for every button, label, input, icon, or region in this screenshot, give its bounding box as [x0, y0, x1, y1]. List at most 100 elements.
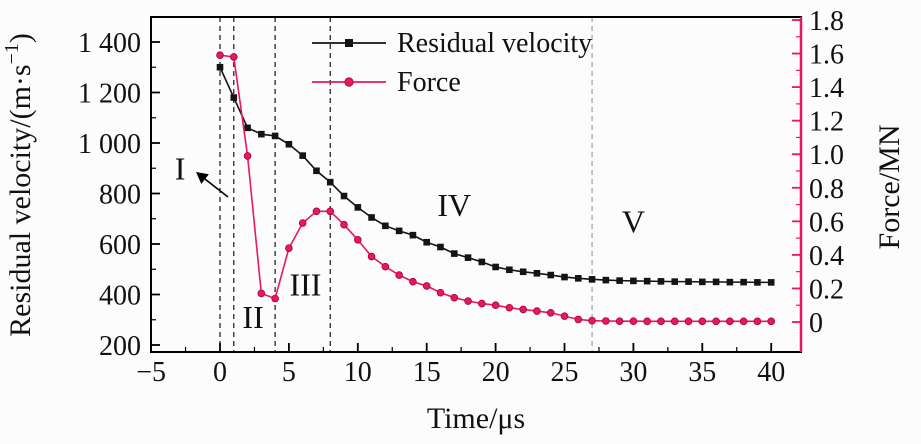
data-point-marker	[326, 207, 335, 216]
data-point-marker	[670, 317, 679, 326]
data-point-marker	[699, 278, 706, 286]
data-point-marker	[753, 317, 762, 326]
data-point-marker	[505, 303, 514, 312]
data-point-marker	[368, 214, 375, 221]
data-point-marker	[588, 276, 596, 283]
data-point-marker	[243, 152, 252, 160]
data-point-marker	[533, 307, 541, 315]
data-point-marker	[258, 130, 265, 138]
data-point-marker	[533, 269, 541, 277]
data-point-marker	[409, 231, 417, 239]
x-tick-label: 20	[482, 357, 510, 388]
data-point-marker	[395, 227, 403, 235]
data-point-marker	[367, 252, 376, 261]
data-point-marker	[230, 94, 238, 101]
data-point-marker	[574, 315, 583, 324]
data-point-marker	[643, 317, 651, 326]
data-point-marker	[712, 317, 720, 326]
data-point-marker	[437, 243, 444, 251]
x-axis: −5 0 5 10 15 20 25 30 35 40	[136, 343, 785, 388]
data-point-marker	[381, 262, 390, 271]
x-tick-label: 0	[213, 357, 227, 388]
y-left-tick-label: 600	[99, 230, 141, 261]
data-point-marker	[257, 289, 266, 298]
region-label-ii: II	[242, 299, 263, 335]
data-point-marker	[712, 278, 720, 286]
y-right-tick-label: 1.0	[809, 140, 844, 171]
x-tick-label: 25	[551, 357, 579, 388]
data-point-marker	[643, 277, 651, 285]
annotation-arrow	[196, 172, 229, 198]
x-tick-label: 10	[344, 357, 372, 388]
legend-square-marker-icon	[345, 39, 353, 47]
data-point-marker	[685, 278, 692, 285]
data-point-marker	[216, 63, 224, 71]
data-point-marker	[298, 219, 307, 227]
data-point-marker	[313, 167, 320, 175]
data-point-marker	[271, 132, 279, 140]
y-axis-right: 00.20.40.60.81.01.21.41.61.8	[792, 6, 844, 352]
data-point-marker	[464, 254, 472, 261]
data-point-marker	[216, 51, 224, 60]
y-right-tick-label: 0.2	[809, 274, 844, 305]
data-point-marker	[657, 317, 665, 326]
data-point-marker	[684, 317, 693, 326]
x-tick-label: 15	[413, 357, 441, 388]
data-point-marker	[616, 277, 623, 284]
data-point-marker	[492, 263, 499, 271]
data-point-marker	[739, 317, 748, 326]
x-tick-label: −5	[136, 357, 166, 388]
data-point-marker	[244, 124, 251, 132]
data-point-marker	[588, 316, 596, 325]
data-point-marker	[561, 273, 568, 281]
data-point-marker	[382, 222, 389, 230]
data-point-marker	[299, 152, 306, 159]
y-left-tick-label: 400	[99, 281, 141, 312]
legend-label: Residual velocity	[397, 28, 592, 59]
x-tick-label: 40	[757, 357, 785, 388]
y-right-tick-label: 1.8	[809, 6, 844, 37]
y-left-tick-label: 200	[99, 331, 141, 362]
region-label-v: V	[622, 203, 645, 239]
legend-item-force: Force	[312, 67, 461, 98]
x-tick-label: 5	[282, 357, 296, 388]
region-label-iv: IV	[437, 187, 471, 223]
data-point-marker	[547, 271, 555, 279]
data-point-marker	[436, 288, 445, 297]
data-point-marker	[450, 293, 459, 302]
data-point-marker	[340, 220, 348, 229]
data-point-marker	[629, 317, 638, 325]
y-right-tick-label: 0.8	[809, 174, 844, 205]
series-force	[216, 51, 775, 326]
data-point-marker	[519, 305, 527, 314]
data-point-marker	[271, 294, 279, 303]
legend: Residual velocity Force	[312, 28, 592, 98]
data-point-marker	[478, 299, 486, 308]
data-point-marker	[726, 317, 734, 326]
data-point-marker	[615, 317, 624, 325]
data-point-marker	[602, 276, 610, 284]
y-left-axis-label: Residual velocity/(m·s−1)	[1, 33, 37, 337]
data-point-marker	[285, 244, 293, 252]
data-point-marker	[312, 207, 321, 216]
legend-item-residual_velocity: Residual velocity	[312, 28, 592, 59]
data-point-marker	[560, 312, 569, 320]
data-point-marker	[657, 278, 665, 285]
y-right-tick-label: 1.6	[809, 40, 844, 71]
data-point-marker	[491, 301, 500, 310]
y-left-tick-label: 1 000	[78, 129, 141, 160]
data-point-marker	[464, 297, 472, 305]
legend-circle-marker-icon	[344, 77, 354, 87]
data-point-marker	[423, 238, 430, 246]
data-point-marker	[340, 192, 348, 200]
data-point-marker	[740, 278, 747, 286]
region-label-i: I	[175, 150, 186, 186]
data-point-marker	[574, 275, 582, 282]
y-right-tick-label: 0.4	[809, 241, 844, 272]
data-point-marker	[422, 282, 431, 290]
data-point-marker	[602, 317, 610, 325]
data-point-marker	[326, 178, 334, 186]
data-point-marker	[395, 271, 403, 279]
y-left-tick-label: 1 200	[78, 79, 141, 110]
